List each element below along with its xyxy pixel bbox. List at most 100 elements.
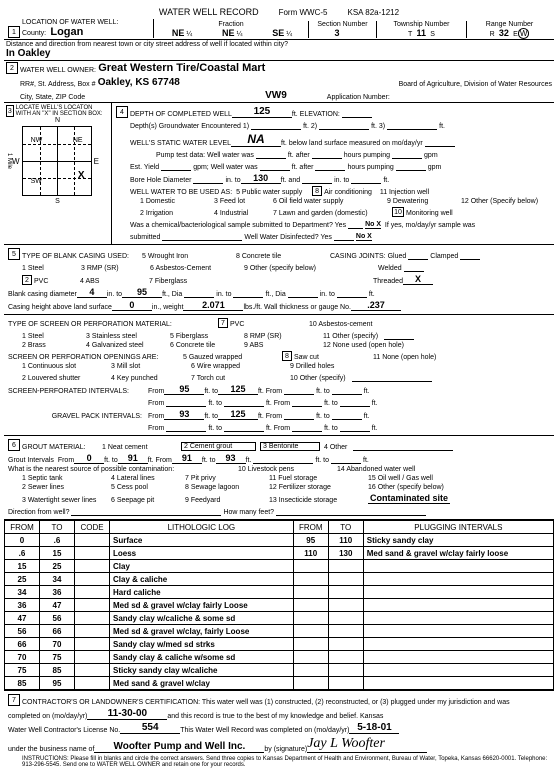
- addr: Oakley, KS 67748: [98, 77, 180, 88]
- table-cell: 85: [5, 677, 40, 690]
- f2s: ¼: [237, 31, 243, 38]
- sp-t1: 125: [218, 384, 258, 395]
- table-cell: [328, 573, 363, 586]
- table-row: 0.6Surface95110Sticky sandy clay: [5, 534, 554, 547]
- dia-i3: in. to: [320, 291, 335, 298]
- f2: NE: [220, 28, 237, 38]
- s4-num: 4: [116, 106, 128, 118]
- table-cell: [363, 625, 553, 638]
- s5-num: 5: [8, 248, 20, 260]
- scr-lbl: TYPE OF SCREEN OR PERFORATION MATERIAL:: [8, 321, 218, 328]
- table-cell: 36: [5, 599, 40, 612]
- n16: 16 Other (specify below): [368, 484, 444, 491]
- true-lbl: and this record is true to the best of m…: [167, 713, 383, 720]
- table-cell: [293, 573, 328, 586]
- c7: 7 Fiberglass: [149, 278, 369, 285]
- n1: 1 Septic tank: [22, 475, 107, 482]
- pump-lbl: Pump test data: Well water was: [156, 152, 254, 159]
- c3: 3 RMP (SR): [81, 265, 146, 272]
- table-cell: 25: [5, 573, 40, 586]
- c5: 5 Wrought Iron: [142, 253, 232, 260]
- table-cell: [363, 651, 553, 664]
- o11: 11 None (open hole): [373, 354, 436, 361]
- s3-n: N: [6, 117, 109, 124]
- sp-ft23: ft. to: [324, 400, 338, 407]
- table-cell: [293, 625, 328, 638]
- table-cell: [293, 651, 328, 664]
- sp-f2l: From: [148, 400, 164, 407]
- s7: PVC: [230, 321, 305, 328]
- est-h: hours pumping: [347, 164, 393, 171]
- depth-u: ft. ELEVATION:: [292, 111, 340, 118]
- table-cell: 0: [5, 534, 40, 547]
- dist: In Oakley: [6, 48, 552, 59]
- c8: 8 Concrete tile: [236, 253, 326, 260]
- w-u: lbs./ft. Wall thickness or gauge No.: [243, 304, 351, 311]
- f3s: ¼: [286, 31, 292, 38]
- sc9: 9 ABS: [244, 342, 319, 349]
- th-from: FROM: [5, 521, 40, 534]
- table-cell: [293, 677, 328, 690]
- sc1: 1 Steel: [22, 333, 82, 340]
- th-to: TO: [40, 521, 75, 534]
- gp-f: From: [148, 413, 164, 420]
- table-cell: [75, 651, 110, 664]
- table-cell: [293, 599, 328, 612]
- est-g: gpm; Well water was: [193, 164, 257, 171]
- gp-f1: 93: [164, 409, 204, 420]
- gp-lbl: GRAVEL PACK INTERVALS:: [8, 413, 148, 420]
- table-cell: [75, 625, 110, 638]
- table-cell: [328, 638, 363, 651]
- s3-w: W: [12, 157, 20, 166]
- bore-in2: in. to: [334, 177, 349, 184]
- sc2: 2 Brass: [22, 342, 82, 349]
- table-cell: 130: [328, 547, 363, 560]
- sc3: 3 Stainless steel: [86, 333, 166, 340]
- table-cell: [75, 547, 110, 560]
- table-cell: [328, 651, 363, 664]
- s1-label: LOCATION OF WATER WELL:: [22, 19, 118, 26]
- u1: 1 Domestic: [140, 198, 210, 205]
- sb-x: X: [78, 170, 85, 181]
- c6: 6 Asbestos-Cement: [150, 265, 240, 272]
- table-cell: Loess: [110, 547, 294, 560]
- rec-lbl: This Water Well Record was completed on …: [180, 727, 349, 734]
- table-cell: 34: [40, 573, 75, 586]
- depth: 125: [232, 106, 292, 118]
- table-cell: Hard caliche: [110, 586, 294, 599]
- n2: 2 Sewer lines: [22, 484, 107, 491]
- u8n: 8: [312, 186, 322, 196]
- s6-num: 6: [8, 439, 20, 451]
- sc4: 4 Galvanized steel: [86, 342, 166, 349]
- s1-row1: 1 LOCATION OF WATER WELL: County: Logan …: [4, 18, 554, 40]
- table-row: 6670Sandy clay w/med sd strks: [5, 638, 554, 651]
- lithologic-log-table: FROM TO CODE LITHOLOGIC LOG FROM TO PLUG…: [4, 520, 554, 690]
- table-cell: 25: [40, 560, 75, 573]
- f3: SE: [270, 28, 286, 38]
- range-lbl: Range Number: [486, 21, 533, 28]
- c2n: 2: [22, 275, 32, 285]
- table-row: .615Loess110130Med sand & gravel w/clay …: [5, 547, 554, 560]
- table-cell: Med sd & gravel w/clay, fairly Loose: [110, 625, 294, 638]
- table-cell: Med sand & gravel w/clay: [110, 677, 294, 690]
- table-cell: 47: [5, 612, 40, 625]
- sc5: 5 Fiberglass: [170, 333, 240, 340]
- table-cell: [293, 612, 328, 625]
- th-code: CODE: [75, 521, 110, 534]
- table-cell: [293, 664, 328, 677]
- bore-v: 130: [241, 173, 281, 184]
- table-cell: [363, 664, 553, 677]
- near-lbl: What is the nearest source of possible c…: [8, 466, 238, 473]
- table-cell: [363, 612, 553, 625]
- s7-num: 7: [8, 694, 20, 706]
- j-thr: Threaded: [373, 278, 403, 285]
- table-cell: [75, 560, 110, 573]
- table-cell: Clay & caliche: [110, 573, 294, 586]
- u11: 11 Injection well: [380, 189, 429, 196]
- gp-t2: ft. to: [208, 425, 222, 432]
- table-cell: 75: [5, 664, 40, 677]
- c2: PVC: [34, 278, 76, 285]
- table-cell: 56: [40, 612, 75, 625]
- static-u: ft. below land surface measured on mo/da…: [281, 140, 423, 147]
- sp-ft22: ft. From: [266, 400, 290, 407]
